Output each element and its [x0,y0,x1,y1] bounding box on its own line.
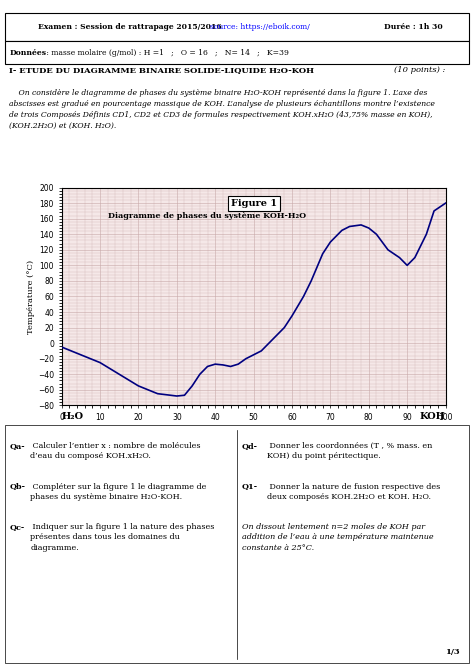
Text: Données: Données [9,49,46,56]
Text: 1/3: 1/3 [446,648,460,656]
Text: Diagramme de phases du système KOH-H₂O: Diagramme de phases du système KOH-H₂O [109,212,307,220]
Text: Qa-: Qa- [9,442,25,450]
Text: On dissout lentement n=2 moles de KOH par
addition de l’eau à une température ma: On dissout lentement n=2 moles de KOH pa… [242,523,433,552]
X-axis label: % massique en KOH →: % massique en KOH → [206,425,301,433]
Text: I- ETUDE DU DIAGRAMME BINAIRE SOLIDE-LIQUIDE H₂O-KOH: I- ETUDE DU DIAGRAMME BINAIRE SOLIDE-LIQ… [9,66,318,74]
Text: Donner les coordonnées (T , % mass. en
KOH) du point péritectique.: Donner les coordonnées (T , % mass. en K… [267,442,433,460]
Text: H₂O: H₂O [62,411,83,421]
Text: Qb-: Qb- [9,482,26,490]
Text: Donner la nature de fusion respective des
deux composés KOH.2H₂O et KOH. H₂O.: Donner la nature de fusion respective de… [267,482,440,501]
Text: Examen : Session de rattrapage 2015/2016: Examen : Session de rattrapage 2015/2016 [38,23,222,31]
Bar [5,41,469,64]
Text: (10 points) :: (10 points) : [394,66,446,74]
Text: Qc-: Qc- [9,523,25,531]
Text: KOH: KOH [419,411,446,421]
Text: Compléter sur la figure 1 le diagramme de
phases du système binaire H₂O-KOH.: Compléter sur la figure 1 le diagramme d… [30,482,207,501]
Text: On considère le diagramme de phases du système binaire H₂O-KOH représenté dans l: On considère le diagramme de phases du s… [9,89,435,130]
Text: source: https://eboik.com/: source: https://eboik.com/ [210,23,310,31]
Text: Durée : 1h 30: Durée : 1h 30 [384,23,443,31]
Y-axis label: Température (°C): Température (°C) [27,259,35,334]
Text: Figure 1: Figure 1 [230,199,277,208]
Text: Q1-: Q1- [242,482,258,490]
Text: Indiquer sur la figure 1 la nature des phases
présentes dans tous les domaines d: Indiquer sur la figure 1 la nature des p… [30,523,215,552]
Text: : masse molaire (g/mol) : H =1   ;   O = 16   ;   N= 14   ;   K=39: : masse molaire (g/mol) : H =1 ; O = 16 … [44,49,289,56]
Text: Qd-: Qd- [242,442,258,450]
Bar [5,13,469,41]
Text: Calculer l’entier x : nombre de molécules
d’eau du composé KOH.xH₂O.: Calculer l’entier x : nombre de molécule… [30,442,201,460]
